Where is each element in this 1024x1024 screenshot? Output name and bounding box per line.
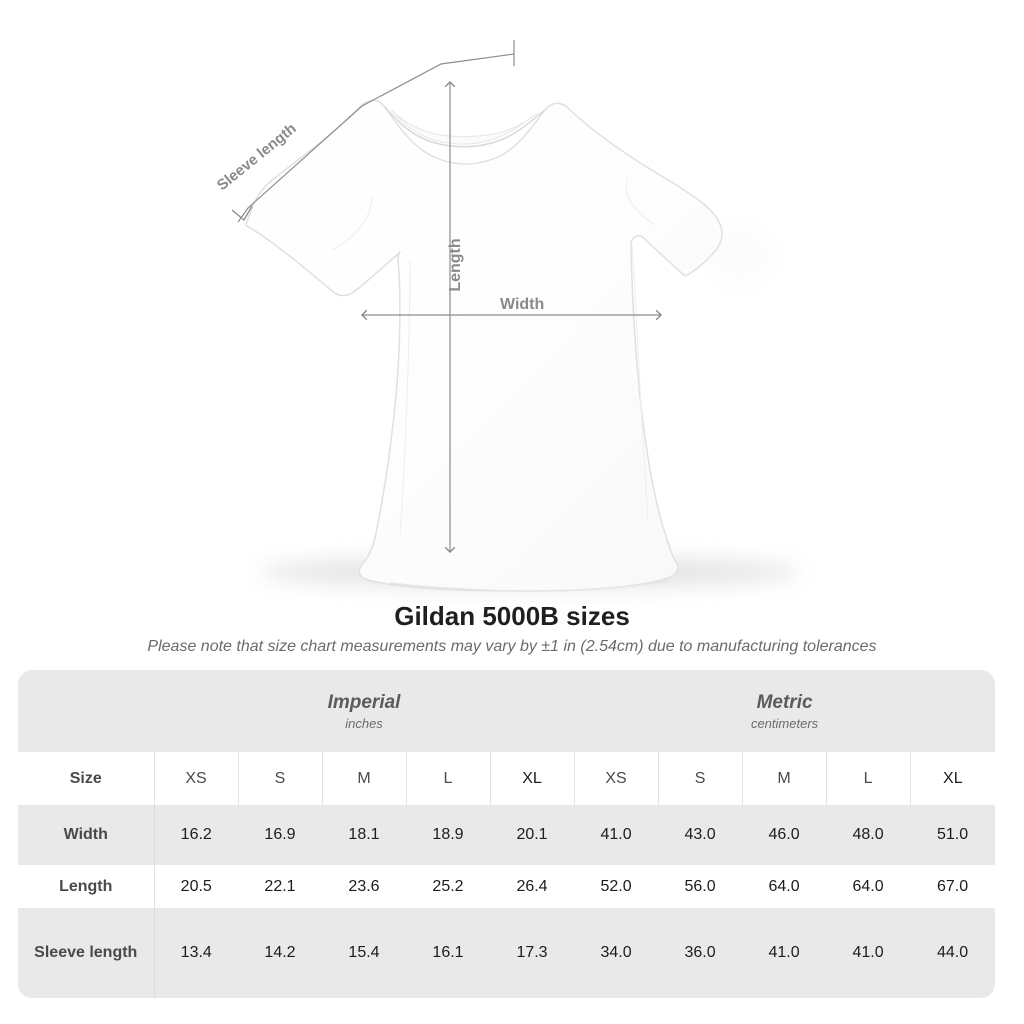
- svg-text:Length: Length: [447, 238, 464, 291]
- svg-text:Width: Width: [500, 296, 544, 313]
